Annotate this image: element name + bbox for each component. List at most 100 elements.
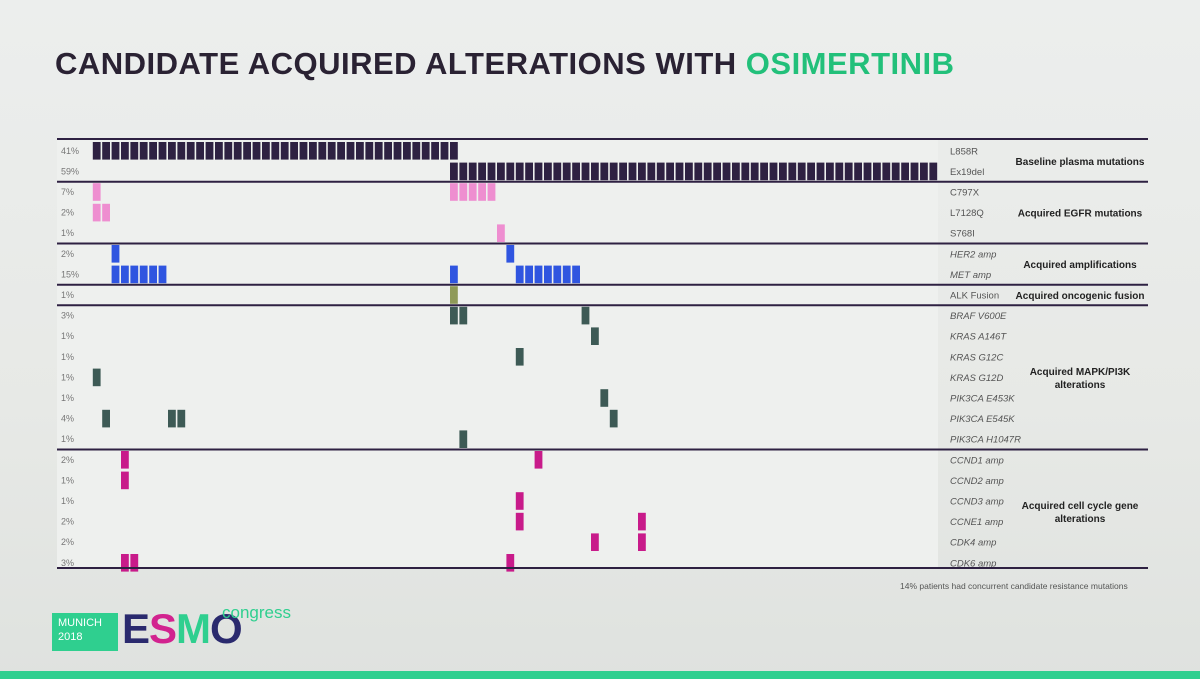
alteration-cell <box>121 471 129 490</box>
row-gene-label: KRAS A146T <box>950 332 1007 343</box>
row-gene-label: PIK3CA H1047R <box>950 435 1021 446</box>
alteration-cell <box>412 142 421 160</box>
row-gene-label: PIK3CA E545K <box>950 414 1015 425</box>
row-gene-label: CCND3 amp <box>950 497 1004 508</box>
row-gene-label: CCNE1 amp <box>950 517 1003 528</box>
alteration-cell <box>318 142 327 160</box>
alteration-cell <box>111 265 120 284</box>
alteration-cell <box>750 162 759 181</box>
alteration-cell <box>797 162 806 181</box>
alteration-cell <box>356 142 364 160</box>
alteration-cell <box>149 142 157 160</box>
bottom-accent-bar <box>0 671 1200 679</box>
alteration-cell <box>459 430 468 448</box>
row-gene-label: L858R <box>950 146 978 157</box>
alteration-cell <box>177 409 186 428</box>
alteration-cell <box>920 162 928 181</box>
alteration-cell <box>280 142 289 160</box>
row-percent: 41% <box>61 146 79 156</box>
row-gene-label: HER2 amp <box>950 249 996 260</box>
alteration-cell <box>384 142 392 160</box>
alteration-cell <box>92 183 101 201</box>
alteration-cell <box>562 265 571 284</box>
logo-city: MUNICH <box>58 617 102 629</box>
esmo-logo: MUNICH 2018 ESMO congress <box>52 603 312 653</box>
logo-letter-m: M <box>176 605 211 652</box>
alteration-cell <box>92 368 101 387</box>
alteration-cell <box>346 142 355 160</box>
title-main: CANDIDATE ACQUIRED ALTERATIONS WITH <box>55 46 746 81</box>
alteration-cell <box>186 142 195 160</box>
alteration-cell <box>327 142 336 160</box>
alteration-cell <box>224 142 233 160</box>
slide-title: CANDIDATE ACQUIRED ALTERATIONS WITH OSIM… <box>55 46 955 82</box>
alteration-cell <box>121 554 129 572</box>
alteration-cell <box>685 162 693 181</box>
alteration-cell <box>139 265 148 284</box>
row-percent: 3% <box>61 311 74 321</box>
alteration-cell <box>722 162 731 181</box>
alteration-cell <box>478 183 486 201</box>
alteration-cell <box>196 142 204 160</box>
alteration-cell <box>638 512 646 531</box>
alteration-cell <box>403 142 411 160</box>
alteration-cell <box>760 162 768 181</box>
row-gene-label: BRAF V600E <box>950 311 1007 322</box>
row-gene-label: Ex19del <box>950 167 984 178</box>
alteration-cell <box>515 348 524 366</box>
alteration-cell <box>177 142 186 160</box>
alteration-cell <box>290 142 298 160</box>
alteration-cell <box>515 265 524 284</box>
alteration-cell <box>450 162 458 181</box>
group-label: alterations <box>1055 380 1106 391</box>
alteration-cell <box>459 162 468 181</box>
alteration-cell <box>139 142 148 160</box>
row-gene-label: ALK Fusion <box>950 291 999 302</box>
alteration-cell <box>741 162 750 181</box>
row-percent: 1% <box>61 393 74 403</box>
logo-year: 2018 <box>58 631 83 643</box>
alteration-cell <box>92 142 101 160</box>
group-label: Acquired cell cycle gene <box>1022 501 1139 512</box>
alteration-cell <box>929 162 938 181</box>
alteration-cell <box>168 142 176 160</box>
alteration-cell <box>299 142 308 160</box>
alteration-cell <box>591 327 599 345</box>
alteration-cell <box>581 162 590 181</box>
alteration-cell <box>703 162 712 181</box>
alteration-cell <box>600 389 609 407</box>
alteration-cell <box>450 306 458 325</box>
alteration-cell <box>591 162 599 181</box>
alteration-cell <box>102 203 110 222</box>
alteration-cell <box>205 142 214 160</box>
logo-letter-o: O <box>210 605 243 652</box>
alteration-cell <box>450 142 458 160</box>
row-gene-label: CCND2 amp <box>950 476 1004 487</box>
alteration-cell <box>374 142 383 160</box>
alteration-cell <box>233 142 242 160</box>
alteration-cell <box>262 142 270 160</box>
group-label: Acquired EGFR mutations <box>1018 209 1143 220</box>
alteration-cell <box>337 142 345 160</box>
alteration-cell <box>271 142 280 160</box>
alteration-cell <box>891 162 900 181</box>
alteration-cell <box>506 554 515 572</box>
alteration-cell <box>393 142 402 160</box>
alteration-cell <box>534 162 543 181</box>
alteration-cell <box>515 492 524 510</box>
alteration-cell <box>111 245 120 263</box>
title-accent: OSIMERTINIB <box>745 46 955 81</box>
alteration-cell <box>732 162 740 181</box>
alteration-cell <box>572 265 580 284</box>
alteration-cell <box>421 142 430 160</box>
alteration-cell <box>562 162 571 181</box>
alteration-cell <box>121 265 129 284</box>
alteration-cell <box>450 286 458 304</box>
alteration-cell <box>487 183 496 201</box>
logo-city-box: MUNICH 2018 <box>52 613 118 651</box>
alteration-cell <box>628 162 637 181</box>
alteration-cell <box>807 162 815 181</box>
row-percent: 1% <box>61 372 74 382</box>
alteration-cell <box>506 245 515 263</box>
